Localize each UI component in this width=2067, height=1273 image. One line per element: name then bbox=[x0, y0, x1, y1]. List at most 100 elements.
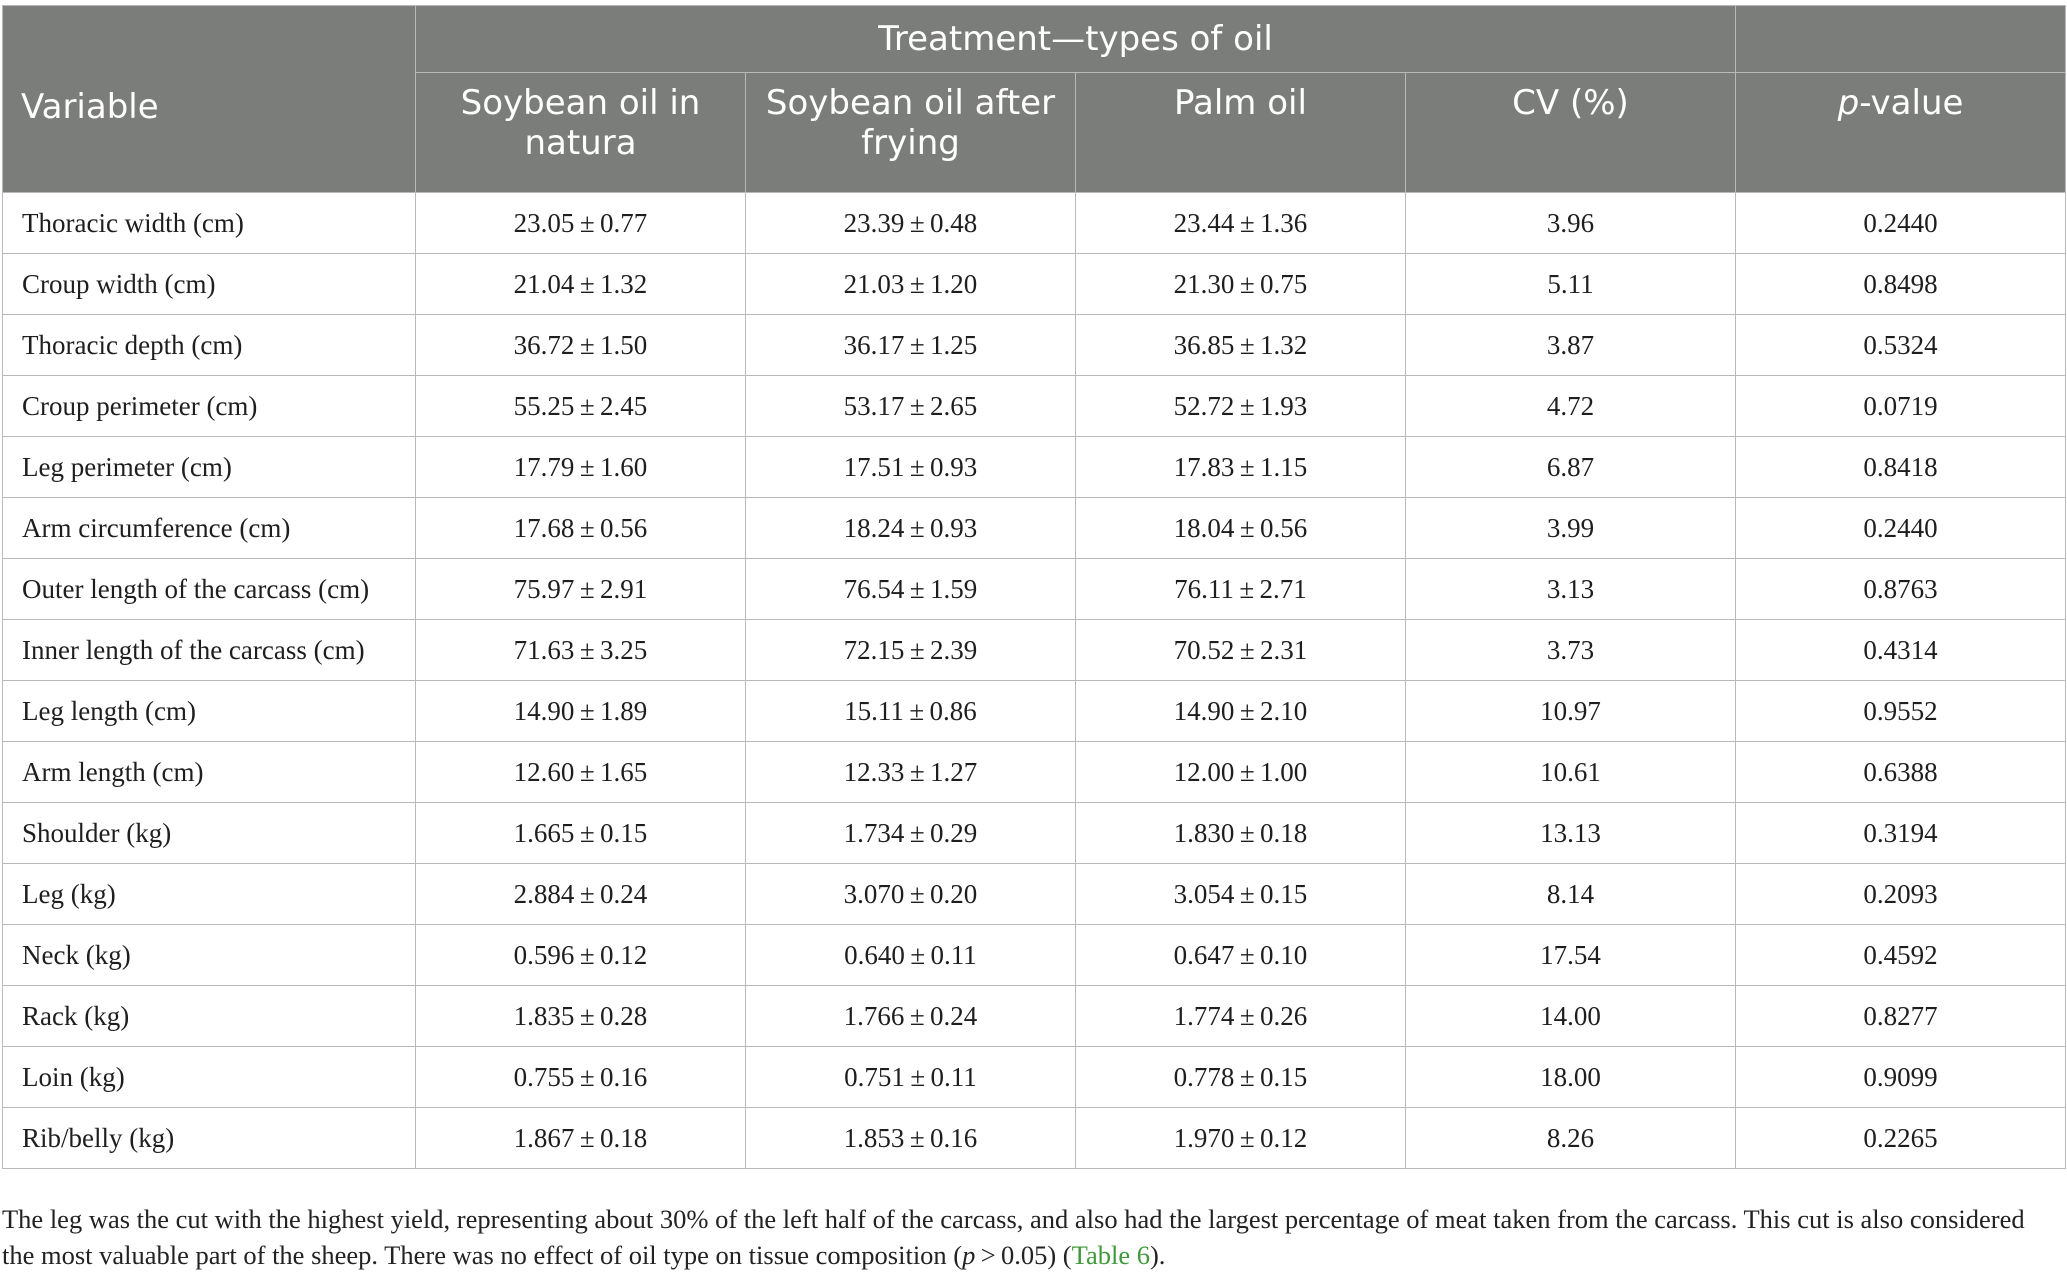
cell-palm-oil: 1.774 ± 0.26 bbox=[1075, 985, 1406, 1047]
cell-soybean-after-frying: 53.17 ± 2.65 bbox=[745, 375, 1076, 437]
header-cv: CV (%) bbox=[1404, 72, 1737, 193]
cell-soybean-after-frying: 1.734 ± 0.29 bbox=[745, 802, 1076, 864]
cell-soybean-in-natura: 14.90 ± 1.89 bbox=[415, 680, 746, 742]
cell-cv: 3.87 bbox=[1404, 314, 1737, 376]
cell-soybean-in-natura: 21.04 ± 1.32 bbox=[415, 253, 746, 315]
header-pvalue-p: p bbox=[1837, 83, 1860, 123]
cell-soybean-after-frying: 3.070 ± 0.20 bbox=[745, 863, 1076, 925]
cell-variable: Rib/belly (kg) bbox=[2, 1107, 416, 1169]
cell-pvalue: 0.2440 bbox=[1735, 497, 2067, 559]
table-row: Outer length of the carcass (cm) 75.97 ± … bbox=[2, 558, 2067, 620]
cell-soybean-in-natura: 75.97 ± 2.91 bbox=[415, 558, 746, 620]
cell-cv: 10.97 bbox=[1404, 680, 1737, 742]
table-row: Arm length (cm) 12.60 ± 1.65 12.33 ± 1.27 1… bbox=[2, 741, 2067, 803]
cell-soybean-in-natura: 0.596 ± 0.12 bbox=[415, 924, 746, 986]
table-row: Rib/belly (kg) 1.867 ± 0.18 1.853 ± 0.16 1.… bbox=[2, 1107, 2067, 1169]
cell-pvalue: 0.2093 bbox=[1735, 863, 2067, 925]
cell-pvalue: 0.8277 bbox=[1735, 985, 2067, 1047]
table-row: Loin (kg) 0.755 ± 0.16 0.751 ± 0.11 0.778 ±… bbox=[2, 1046, 2067, 1108]
cell-variable: Neck (kg) bbox=[2, 924, 416, 986]
header-palm-oil: Palm oil bbox=[1075, 72, 1406, 193]
cell-pvalue: 0.4314 bbox=[1735, 619, 2067, 681]
table-row: Inner length of the carcass (cm) 71.63 ± … bbox=[2, 619, 2067, 681]
cell-cv: 14.00 bbox=[1404, 985, 1737, 1047]
cell-cv: 3.96 bbox=[1404, 192, 1737, 254]
cell-palm-oil: 76.11 ± 2.71 bbox=[1075, 558, 1406, 620]
cell-cv: 6.87 bbox=[1404, 436, 1737, 498]
cell-palm-oil: 17.83 ± 1.15 bbox=[1075, 436, 1406, 498]
cell-soybean-after-frying: 0.751 ± 0.11 bbox=[745, 1046, 1076, 1108]
cell-variable: Leg length (cm) bbox=[2, 680, 416, 742]
cell-variable: Leg perimeter (cm) bbox=[2, 436, 416, 498]
table-row: Croup perimeter (cm) 55.25 ± 2.45 53.17 ± … bbox=[2, 375, 2067, 437]
cell-palm-oil: 18.04 ± 0.56 bbox=[1075, 497, 1406, 559]
table-row: Thoracic width (cm) 23.05 ± 0.77 23.39 ± 0… bbox=[2, 192, 2067, 254]
header-soybean-in-natura: Soybean oil in natura bbox=[415, 72, 746, 193]
cell-pvalue: 0.9552 bbox=[1735, 680, 2067, 742]
table-row: Croup width (cm) 21.04 ± 1.32 21.03 ± 1.20… bbox=[2, 253, 2067, 315]
results-table: Variable Treatment—types of oil Soybean … bbox=[2, 5, 2067, 1169]
cell-soybean-in-natura: 23.05 ± 0.77 bbox=[415, 192, 746, 254]
cell-variable: Arm circumference (cm) bbox=[2, 497, 416, 559]
cell-soybean-after-frying: 23.39 ± 0.48 bbox=[745, 192, 1076, 254]
table-row: Leg perimeter (cm) 17.79 ± 1.60 17.51 ± 0.… bbox=[2, 436, 2067, 498]
cell-soybean-in-natura: 71.63 ± 3.25 bbox=[415, 619, 746, 681]
header-variable: Variable bbox=[2, 5, 416, 193]
footnote-p-threshold: > 0.05) ( bbox=[975, 1239, 1072, 1270]
footnote-paragraph: The leg was the cut with the highest yie… bbox=[2, 1201, 2062, 1273]
cell-variable: Shoulder (kg) bbox=[2, 802, 416, 864]
cell-pvalue: 0.0719 bbox=[1735, 375, 2067, 437]
cell-soybean-in-natura: 1.665 ± 0.15 bbox=[415, 802, 746, 864]
cell-palm-oil: 70.52 ± 2.31 bbox=[1075, 619, 1406, 681]
cell-pvalue: 0.3194 bbox=[1735, 802, 2067, 864]
cell-soybean-in-natura: 55.25 ± 2.45 bbox=[415, 375, 746, 437]
cell-variable: Leg (kg) bbox=[2, 863, 416, 925]
cell-soybean-after-frying: 72.15 ± 2.39 bbox=[745, 619, 1076, 681]
cell-soybean-after-frying: 1.766 ± 0.24 bbox=[745, 985, 1076, 1047]
cell-cv: 8.14 bbox=[1404, 863, 1737, 925]
cell-soybean-in-natura: 17.68 ± 0.56 bbox=[415, 497, 746, 559]
cell-soybean-after-frying: 15.11 ± 0.86 bbox=[745, 680, 1076, 742]
cell-soybean-after-frying: 1.853 ± 0.16 bbox=[745, 1107, 1076, 1169]
cell-soybean-after-frying: 36.17 ± 1.25 bbox=[745, 314, 1076, 376]
footnote-text-end: ). bbox=[1149, 1239, 1166, 1270]
cell-soybean-in-natura: 2.884 ± 0.24 bbox=[415, 863, 746, 925]
cell-palm-oil: 14.90 ± 2.10 bbox=[1075, 680, 1406, 742]
table-row: Leg length (cm) 14.90 ± 1.89 15.11 ± 0.86 1… bbox=[2, 680, 2067, 742]
cell-cv: 8.26 bbox=[1404, 1107, 1737, 1169]
cell-pvalue: 0.6388 bbox=[1735, 741, 2067, 803]
cell-palm-oil: 21.30 ± 0.75 bbox=[1075, 253, 1406, 315]
cell-pvalue: 0.4592 bbox=[1735, 924, 2067, 986]
cell-soybean-in-natura: 1.835 ± 0.28 bbox=[415, 985, 746, 1047]
cell-pvalue: 0.8418 bbox=[1735, 436, 2067, 498]
table-row: Rack (kg) 1.835 ± 0.28 1.766 ± 0.24 1.774 ±… bbox=[2, 985, 2067, 1047]
header-pvalue-suffix: -value bbox=[1859, 83, 1964, 123]
cell-pvalue: 0.2440 bbox=[1735, 192, 2067, 254]
cell-pvalue: 0.8498 bbox=[1735, 253, 2067, 315]
table-row: Shoulder (kg) 1.665 ± 0.15 1.734 ± 0.29 1.8… bbox=[2, 802, 2067, 864]
table-row: Arm circumference (cm) 17.68 ± 0.56 18.24 … bbox=[2, 497, 2067, 559]
header-soybean-after-frying: Soybean oil after frying bbox=[745, 72, 1076, 193]
cell-soybean-after-frying: 12.33 ± 1.27 bbox=[745, 741, 1076, 803]
cell-soybean-in-natura: 1.867 ± 0.18 bbox=[415, 1107, 746, 1169]
cell-pvalue: 0.8763 bbox=[1735, 558, 2067, 620]
header-pvalue-spacer bbox=[1735, 5, 2067, 73]
cell-palm-oil: 23.44 ± 1.36 bbox=[1075, 192, 1406, 254]
table-row: Leg (kg) 2.884 ± 0.24 3.070 ± 0.20 3.054 ± … bbox=[2, 863, 2067, 925]
cell-pvalue: 0.2265 bbox=[1735, 1107, 2067, 1169]
cell-cv: 18.00 bbox=[1404, 1046, 1737, 1108]
cell-palm-oil: 3.054 ± 0.15 bbox=[1075, 863, 1406, 925]
table-header: Variable Treatment—types of oil Soybean … bbox=[2, 5, 2067, 193]
table-body: Thoracic width (cm) 23.05 ± 0.77 23.39 ± 0… bbox=[2, 192, 2067, 1169]
cell-variable: Outer length of the carcass (cm) bbox=[2, 558, 416, 620]
cell-palm-oil: 1.830 ± 0.18 bbox=[1075, 802, 1406, 864]
table-6-link[interactable]: Table 6 bbox=[1071, 1239, 1150, 1270]
cell-palm-oil: 52.72 ± 1.93 bbox=[1075, 375, 1406, 437]
cell-palm-oil: 12.00 ± 1.00 bbox=[1075, 741, 1406, 803]
cell-cv: 3.99 bbox=[1404, 497, 1737, 559]
cell-cv: 4.72 bbox=[1404, 375, 1737, 437]
header-treatment-group: Treatment—types of oil bbox=[414, 5, 1737, 73]
cell-cv: 3.73 bbox=[1404, 619, 1737, 681]
cell-palm-oil: 0.778 ± 0.15 bbox=[1075, 1046, 1406, 1108]
